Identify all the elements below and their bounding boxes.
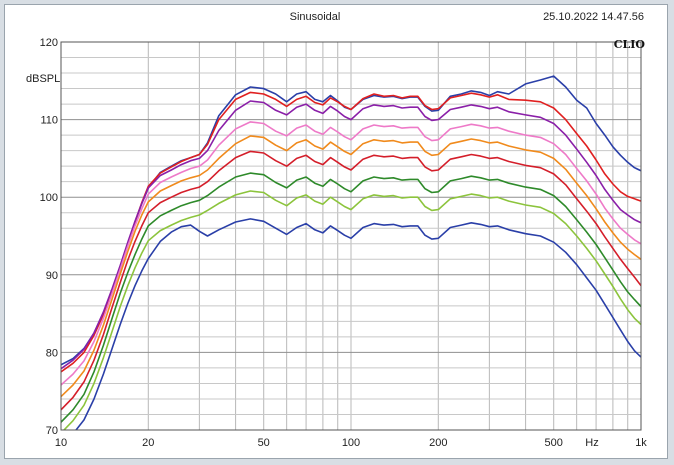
response-curve-5 [61,135,641,398]
response-curve-2 [61,91,641,373]
x-tick-label: 500 [545,437,563,449]
brand-logo-text: CLIO [614,38,646,51]
chart-title: Sinusoidal [290,11,341,23]
y-axis-label: dBSPL [26,73,60,85]
x-tick-label: 200 [429,437,447,449]
response-curve-3 [61,100,641,370]
response-curve-6 [61,150,641,411]
plot-area-border [60,41,642,431]
y-tick-label: 70 [46,425,58,437]
response-curve-4 [61,121,641,386]
y-tick-label: 120 [40,37,58,49]
response-curve-7 [61,172,641,423]
y-tick-label: 80 [46,347,58,359]
y-tick-label: 90 [46,270,58,282]
x-axis-unit: Hz [585,437,598,449]
timestamp: 25.10.2022 14.47.56 [543,11,644,23]
x-tick-label: 10 [55,437,67,449]
x-tick-label: 100 [342,437,360,449]
y-tick-label: 110 [40,115,58,127]
response-curve-9 [75,218,641,430]
y-tick-label: 100 [40,192,58,204]
response-curve-8 [62,190,641,430]
x-tick-label: 50 [258,437,270,449]
x-tick-label: 1k [635,437,647,449]
x-tick-label: 20 [142,437,154,449]
chart-frame: 120 110 100 90 80 70 10 20 50 100 200 500 1k Sinusoi… [4,4,668,459]
